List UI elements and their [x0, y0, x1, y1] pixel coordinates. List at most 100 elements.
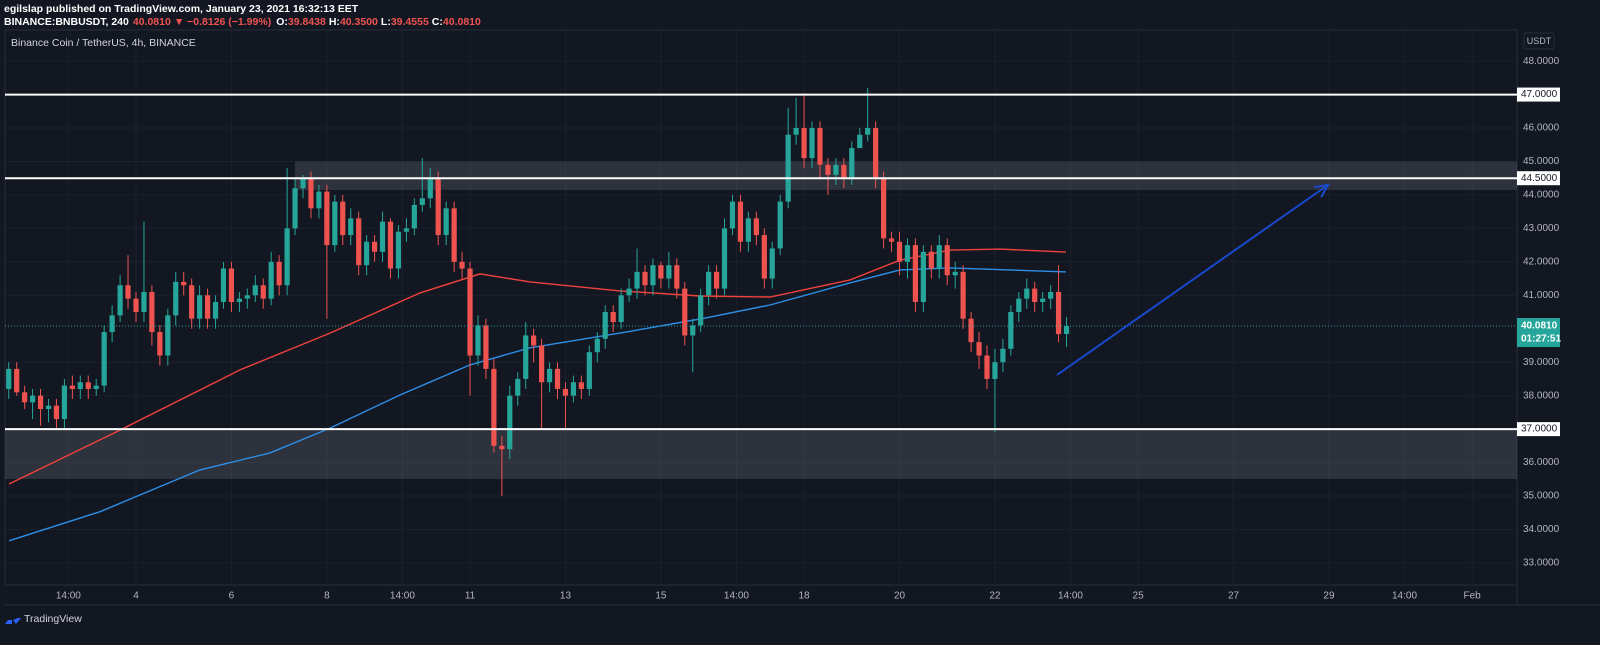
candle-body: [666, 265, 672, 279]
y-tick-label: 42.0000: [1523, 256, 1560, 267]
arrow: [1056, 184, 1329, 376]
candle-body: [507, 395, 513, 450]
candle-body: [713, 271, 720, 289]
ohlc-label: L:: [381, 16, 391, 28]
candle-body: [364, 241, 370, 266]
candle-body: [904, 245, 911, 262]
y-tick-label: 36.0000: [1523, 457, 1560, 468]
candles: [6, 87, 1070, 497]
candle-body: [952, 271, 958, 276]
candle-body: [220, 268, 227, 302]
candle-body: [483, 325, 489, 369]
candle-body: [602, 312, 608, 339]
candle-body: [968, 318, 974, 343]
candle-body: [801, 128, 807, 159]
candle-body: [101, 332, 107, 386]
ohlc-value: 40.0810: [443, 16, 481, 28]
candle-body: [93, 385, 99, 389]
ohlc-value: 40.3500: [340, 16, 378, 28]
x-tick-label: 8: [324, 591, 330, 602]
candle-body: [634, 271, 640, 289]
candle-body: [276, 261, 282, 286]
candle-body: [992, 362, 998, 379]
candle-body: [618, 295, 624, 323]
candle-body: [14, 368, 20, 393]
x-tick-label: 4: [133, 591, 139, 602]
level-label-box: [1517, 171, 1560, 186]
candle-body: [173, 281, 179, 316]
candle-body: [825, 164, 831, 175]
candle-body: [332, 201, 338, 246]
candle-body: [761, 235, 767, 279]
y-tick-label: 48.0000: [1523, 56, 1560, 67]
candle-body: [1048, 291, 1054, 299]
candle-body: [260, 285, 266, 299]
symbol-line: BINANCE:BNBUSDT, 240 40.0810 ▼ −0.8126 (−1…: [4, 16, 481, 28]
candle-body: [1063, 326, 1070, 334]
candle-body: [546, 368, 553, 383]
x-tick-label: 20: [894, 591, 906, 602]
candle-body: [324, 191, 330, 246]
x-tick-label: Feb: [1464, 591, 1482, 602]
candle-body: [197, 295, 203, 319]
candle-body: [181, 281, 187, 286]
candle-body: [252, 285, 258, 296]
x-tick-label: 14:00: [390, 591, 415, 602]
candle-body: [340, 201, 346, 236]
candle-body: [443, 208, 449, 236]
candle-body: [371, 241, 378, 252]
candle-body: [109, 315, 115, 333]
ohlc-label: H:: [329, 16, 340, 28]
candle-body: [1032, 288, 1038, 302]
candle-body: [292, 188, 298, 229]
candle-body: [841, 164, 847, 179]
candle-body: [531, 335, 537, 346]
candle-body: [817, 128, 823, 165]
candle-body: [833, 164, 839, 175]
x-tick-label: 29: [1323, 591, 1335, 602]
candle-body: [809, 128, 815, 159]
candle-body: [53, 405, 60, 420]
candle-body: [300, 178, 306, 189]
candle-body: [1055, 291, 1062, 335]
candle-body: [475, 325, 481, 356]
candle-body: [244, 295, 250, 299]
candle-body: [204, 295, 211, 319]
candle-body: [658, 265, 664, 279]
x-tick-label: 14:00: [1058, 591, 1083, 602]
candle-body: [976, 342, 982, 356]
candle-body: [45, 405, 52, 410]
candle-body: [610, 312, 616, 323]
candle-body: [499, 445, 505, 450]
change: ▼ −0.8126 (−1.99%): [174, 16, 271, 28]
candle-body: [451, 208, 457, 262]
candle-body: [586, 352, 592, 389]
x-tick-label: 25: [1133, 591, 1145, 602]
candle-body: [698, 295, 704, 326]
candle-body: [960, 271, 966, 319]
candle-body: [912, 245, 918, 302]
x-tick-label: 27: [1228, 591, 1240, 602]
chart-title: Binance Coin / TetherUS, 4h, BINANCE: [11, 37, 196, 49]
ohlc-value: 39.4555: [391, 16, 429, 28]
candle-body: [491, 368, 497, 446]
candle-body: [189, 285, 195, 319]
grid: [5, 30, 1517, 585]
candle-body: [753, 218, 759, 236]
level-label: 44.5000: [1521, 173, 1558, 184]
candle-body: [936, 245, 942, 269]
x-tick-label: 15: [655, 591, 667, 602]
candle-body: [650, 265, 656, 286]
candle-body: [29, 395, 36, 403]
candle-body: [849, 148, 855, 179]
candle-body: [626, 288, 632, 296]
x-tick-label: 14:00: [724, 591, 749, 602]
candle-body: [149, 291, 155, 333]
candle-body: [69, 385, 75, 389]
candle-body: [459, 261, 465, 269]
axes: 14:00 4 6 8 14:00 11 13 15 14:00 18 20 22 14:00 25 27 2…: [56, 56, 1562, 602]
candle-body: [857, 134, 863, 149]
moving-average: [8, 267, 1067, 542]
candle-body: [690, 325, 696, 336]
candle-body: [777, 201, 783, 249]
